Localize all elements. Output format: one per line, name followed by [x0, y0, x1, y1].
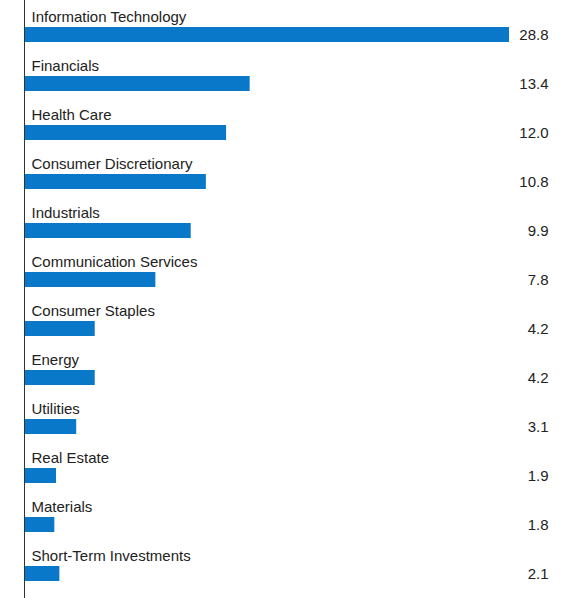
svg-text:1.9: 1.9 [528, 467, 549, 484]
svg-text:10.8: 10.8 [519, 173, 548, 190]
svg-text:3.1: 3.1 [528, 418, 549, 435]
svg-text:Communication Services: Communication Services [32, 253, 198, 270]
svg-text:Utilities: Utilities [32, 400, 80, 417]
svg-text:4.2: 4.2 [528, 369, 549, 386]
svg-text:Materials: Materials [32, 498, 93, 515]
svg-text:Industrials: Industrials [32, 204, 100, 221]
svg-text:28.8: 28.8 [519, 26, 548, 43]
svg-text:2.1: 2.1 [528, 565, 549, 582]
svg-text:12.0: 12.0 [519, 124, 548, 141]
svg-text:Information Technology: Information Technology [32, 8, 187, 25]
svg-text:7.8: 7.8 [528, 271, 549, 288]
svg-text:9.9: 9.9 [528, 222, 549, 239]
svg-text:Short-Term Investments: Short-Term Investments [32, 547, 191, 564]
svg-text:Financials: Financials [32, 57, 100, 74]
svg-text:Real Estate: Real Estate [32, 449, 110, 466]
svg-text:Consumer Staples: Consumer Staples [32, 302, 155, 319]
svg-text:Energy: Energy [32, 351, 80, 368]
svg-text:1.8: 1.8 [528, 516, 549, 533]
svg-text:Consumer Discretionary: Consumer Discretionary [32, 155, 193, 172]
svg-text:4.2: 4.2 [528, 320, 549, 337]
svg-text:Health Care: Health Care [32, 106, 112, 123]
svg-text:13.4: 13.4 [519, 75, 548, 92]
